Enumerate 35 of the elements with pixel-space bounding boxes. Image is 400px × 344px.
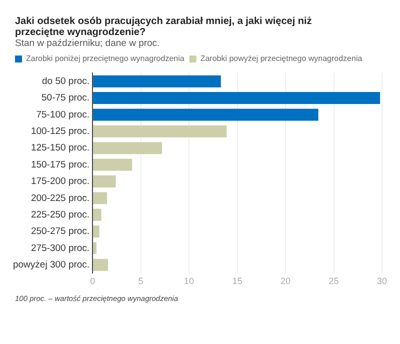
y-tick-label: 225-250 proc.	[30, 209, 90, 220]
y-tick-label: 50-75 proc.	[42, 92, 90, 104]
x-tick-label: 5	[138, 276, 144, 286]
x-tick-label: 25	[328, 276, 339, 286]
y-tick-label: 200-225 proc.	[30, 192, 90, 204]
y-tick-label: 275-300 proc.	[30, 242, 90, 254]
y-tick-label: 100-125 proc.	[30, 126, 90, 138]
x-tick-label: 30	[376, 276, 388, 286]
x-tick-label: 10	[184, 276, 194, 286]
y-tick-label: 250-275 proc.	[30, 226, 90, 238]
y-tick-label: 150-175 proc.	[30, 159, 90, 170]
chart-title: Jaki odsetek osób pracujących zarabiał mniej, a jaki więcej niż przeciętne wynagrodzenie?	[15, 16, 313, 38]
legend-label: Zarobki powyżej przeciętnego wynagrodzenia	[200, 54, 363, 64]
y-tick-label: powyżej 300 proc.	[12, 259, 90, 270]
x-tick-label: 20	[280, 276, 291, 286]
bar	[93, 158, 132, 171]
y-tick-label: do 50 proc.	[42, 76, 90, 87]
bar	[93, 225, 100, 238]
legend-label: Zarobki poniżej przeciętnego wynagrodzenia	[26, 54, 185, 64]
bar	[93, 125, 227, 138]
bar	[93, 258, 108, 271]
chart-subtitle: Stan w październiku; dane w proc.	[15, 38, 160, 49]
x-tick-label: 0	[90, 276, 96, 286]
bar	[93, 175, 116, 188]
bar	[93, 142, 162, 154]
y-tick-label: 175-200 proc.	[30, 176, 90, 188]
bar	[93, 92, 380, 104]
y-tick-label: 125-150 proc.	[30, 142, 90, 154]
bar	[93, 192, 108, 204]
bar	[93, 242, 96, 254]
bar	[93, 108, 318, 121]
bar	[93, 75, 221, 88]
bar	[93, 208, 102, 221]
y-tick-label: 75-100 proc.	[36, 109, 90, 120]
x-tick-label: 15	[232, 276, 242, 286]
